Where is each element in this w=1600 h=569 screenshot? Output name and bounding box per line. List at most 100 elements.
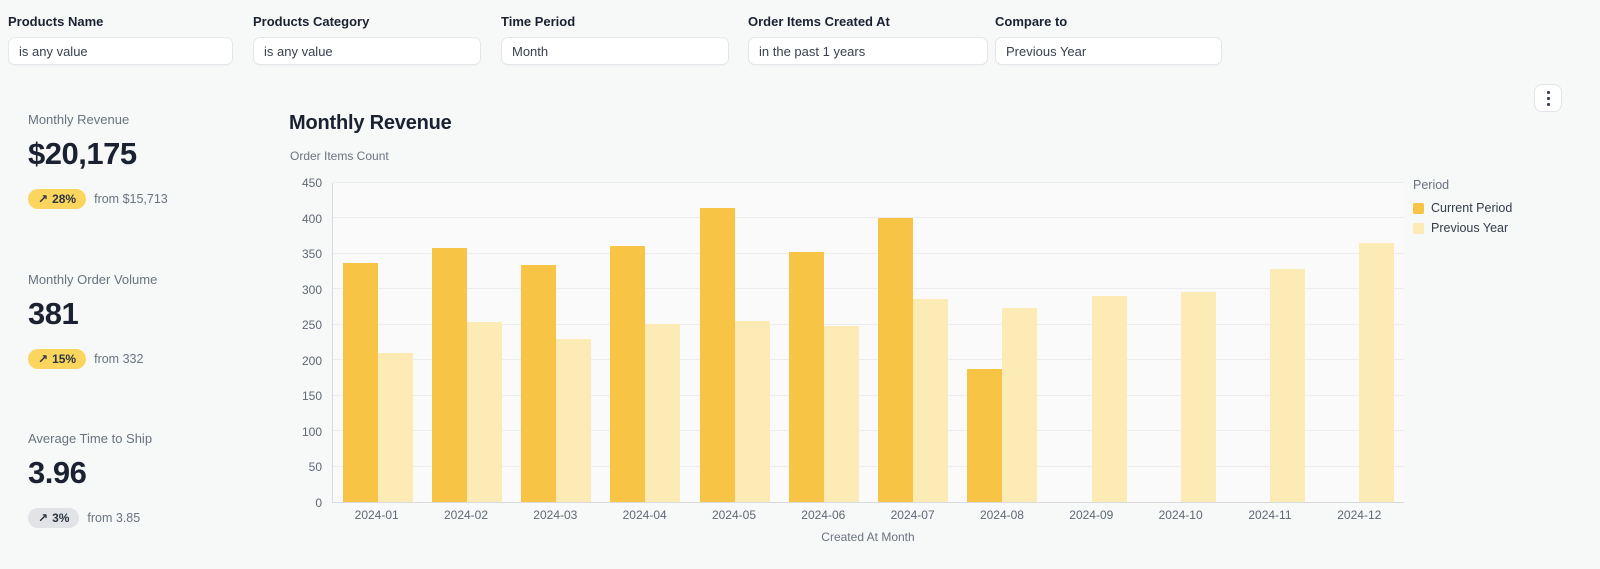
filter-products-name-input[interactable]: is any value <box>8 37 233 65</box>
x-tick-label: 2024-05 <box>711 508 756 522</box>
kpi-delta-value: 15% <box>52 352 77 366</box>
x-tick-label: 2024-01 <box>354 508 399 522</box>
filter-compare-to: Compare to Previous Year <box>995 14 1222 65</box>
trend-up-icon: ↗ <box>38 511 49 525</box>
bar-group-2024-10 <box>1136 183 1225 502</box>
kpi-value: $20,175 <box>28 136 137 171</box>
bar-previous-year-2024-05[interactable] <box>734 320 770 502</box>
bar-group-2024-07 <box>869 183 958 502</box>
filter-value: Month <box>512 43 549 59</box>
bar-current-period-2024-02[interactable] <box>431 248 467 502</box>
bar-current-period-2024-05[interactable] <box>699 207 735 502</box>
bar-previous-year-2024-08[interactable] <box>1002 307 1038 502</box>
kpi-delta-value: 3% <box>52 511 70 525</box>
filter-time-period: Time Period Month <box>501 14 729 65</box>
x-axis-title: Created At Month <box>821 530 915 544</box>
legend-label: Previous Year <box>1431 221 1509 235</box>
bar-previous-year-2024-09[interactable] <box>1091 296 1127 502</box>
kebab-menu-icon <box>1546 90 1550 106</box>
bar-group-2024-02 <box>422 183 511 502</box>
bar-previous-year-2024-11[interactable] <box>1270 268 1306 502</box>
x-tick-label: 2024-08 <box>979 508 1024 522</box>
filter-label: Time Period <box>501 14 576 29</box>
x-tick-label: 2024-12 <box>1337 508 1382 522</box>
x-tick-label: 2024-06 <box>801 508 846 522</box>
y-axis-tick-labels: 0 50 100 150 200 250 300 350 400 450 <box>301 176 322 510</box>
filter-label: Products Category <box>253 14 370 29</box>
filter-label: Order Items Created At <box>748 14 890 29</box>
bar-group-2024-01 <box>333 183 422 502</box>
legend-item-previous-year[interactable]: Previous Year <box>1413 221 1512 235</box>
kpi-comparison-text: from 3.85 <box>87 511 141 525</box>
kpi-label: Average Time to Ship <box>28 431 153 446</box>
bar-previous-year-2024-03[interactable] <box>556 338 592 502</box>
dashboard-options-button[interactable] <box>1534 84 1562 112</box>
kpi-delta-badge: ↗ 28% <box>28 189 87 209</box>
legend-label: Current Period <box>1431 201 1513 215</box>
filter-value: Previous Year <box>1006 43 1087 59</box>
legend-swatch <box>1413 202 1424 214</box>
bar-current-period-2024-08[interactable] <box>967 368 1003 502</box>
chart-legend: Period Current Period Previous Year <box>1413 178 1512 241</box>
bar-current-period-2024-01[interactable] <box>342 263 378 502</box>
chart-title: Monthly Revenue <box>289 112 452 134</box>
bar-previous-year-2024-10[interactable] <box>1180 292 1216 502</box>
bar-group-2024-03 <box>512 183 601 502</box>
trend-up-icon: ↗ <box>38 192 49 206</box>
filter-compare-to-input[interactable]: Previous Year <box>995 37 1222 65</box>
bar-groups <box>333 183 1404 502</box>
bar-previous-year-2024-06[interactable] <box>823 326 859 502</box>
bar-group-2024-08 <box>958 183 1047 502</box>
bar-group-2024-12 <box>1315 183 1404 502</box>
bar-previous-year-2024-07[interactable] <box>913 298 949 502</box>
kpi-monthly-revenue: Monthly Revenue $20,175 ↗ 28% from $15,71… <box>28 112 278 209</box>
y-axis-title: Order Items Count <box>290 149 389 163</box>
x-tick-label: 2024-02 <box>443 508 489 522</box>
filter-order-items-created-at-input[interactable]: in the past 1 years <box>748 37 988 65</box>
kpi-delta-badge: ↗ 15% <box>28 349 87 369</box>
x-tick-label: 2024-07 <box>890 508 935 522</box>
x-tick-label: 2024-04 <box>622 508 667 522</box>
filter-products-category-input[interactable]: is any value <box>253 37 481 65</box>
filter-value: in the past 1 years <box>759 43 866 59</box>
bar-current-period-2024-03[interactable] <box>521 264 557 502</box>
bar-group-2024-05 <box>690 183 779 502</box>
bar-group-2024-06 <box>779 183 868 502</box>
filter-label: Products Name <box>8 14 104 29</box>
kpi-value: 381 <box>28 296 79 331</box>
kpi-label: Monthly Order Volume <box>28 272 158 287</box>
bar-previous-year-2024-02[interactable] <box>466 321 502 502</box>
bar-group-2024-09 <box>1047 183 1136 502</box>
kpi-average-time-to-ship: Average Time to Ship 3.96 ↗ 3% from 3.85 <box>28 431 278 528</box>
bar-current-period-2024-06[interactable] <box>788 252 824 502</box>
bar-current-period-2024-07[interactable] <box>878 218 914 502</box>
filter-products-category: Products Category is any value <box>253 14 481 65</box>
kpi-comparison-text: from $15,713 <box>94 192 168 206</box>
filter-label: Compare to <box>995 14 1068 29</box>
x-tick-label: 2024-09 <box>1069 508 1114 522</box>
trend-up-icon: ↗ <box>38 352 49 366</box>
bar-previous-year-2024-12[interactable] <box>1359 242 1395 502</box>
bar-current-period-2024-04[interactable] <box>610 246 646 502</box>
filter-value: is any value <box>264 43 333 59</box>
plot-area <box>332 182 1404 503</box>
kpi-value: 3.96 <box>28 455 87 490</box>
x-tick-label: 2024-03 <box>533 508 578 522</box>
x-tick-label: 2024-11 <box>1248 508 1292 522</box>
bar-group-2024-11 <box>1226 183 1315 502</box>
kpi-delta-value: 28% <box>52 192 77 206</box>
legend-swatch <box>1413 222 1424 234</box>
filter-order-items-created-at: Order Items Created At in the past 1 yea… <box>748 14 988 65</box>
kpi-comparison-text: from 332 <box>94 352 144 366</box>
legend-item-current-period[interactable]: Current Period <box>1413 201 1512 215</box>
bar-previous-year-2024-01[interactable] <box>377 353 413 502</box>
bar-previous-year-2024-04[interactable] <box>645 324 681 502</box>
bar-group-2024-04 <box>601 183 690 502</box>
kpi-delta-badge: ↗ 3% <box>28 508 80 528</box>
filter-time-period-input[interactable]: Month <box>501 37 729 65</box>
kpi-monthly-order-volume: Monthly Order Volume 381 ↗ 15% from 332 <box>28 272 278 369</box>
filter-products-name: Products Name is any value <box>8 14 233 65</box>
kpi-label: Monthly Revenue <box>28 112 130 127</box>
x-axis-tick-labels: 2024-01 2024-02 2024-03 2024-04 2024-05 2024-… <box>332 508 1404 522</box>
legend-title: Period <box>1413 178 1450 192</box>
